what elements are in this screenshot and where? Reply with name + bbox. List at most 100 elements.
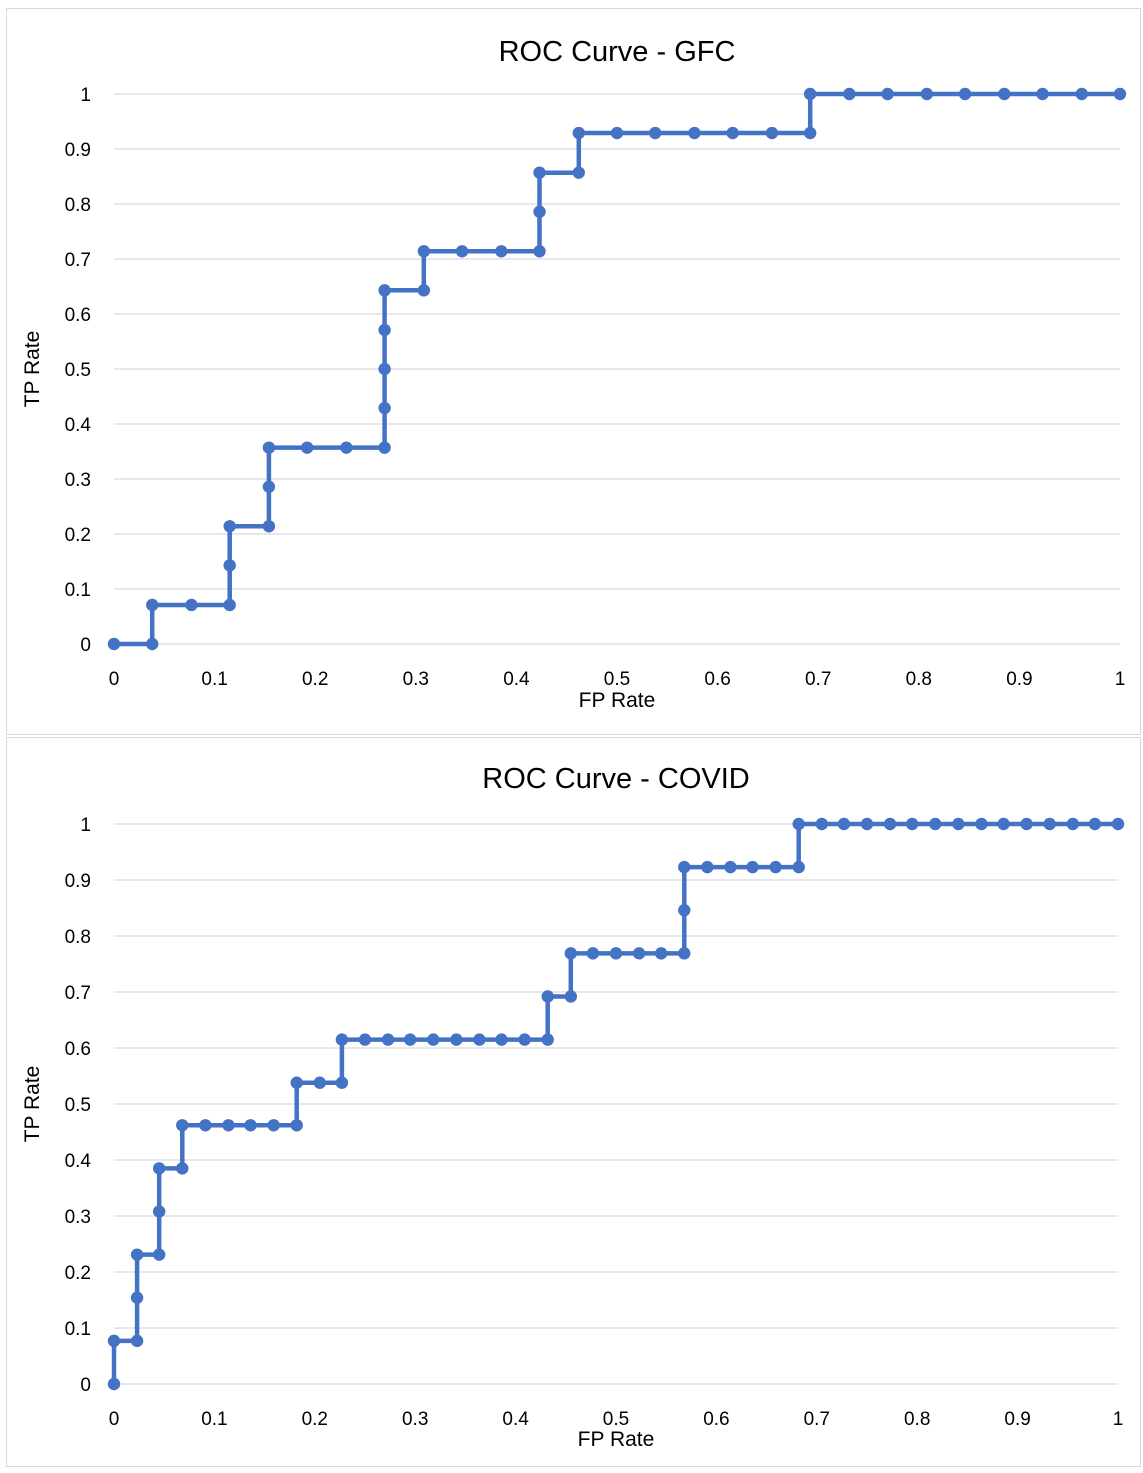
data-point	[883, 817, 897, 831]
data-point	[300, 441, 314, 454]
x-tick-label: 0.5	[603, 1409, 629, 1430]
y-tick-label: 0.9	[65, 871, 91, 892]
data-point	[905, 817, 919, 831]
x-tick-label: 0.6	[704, 669, 730, 690]
x-axis-title: FP Rate	[579, 689, 656, 712]
data-point	[632, 947, 646, 960]
y-tick-label: 0	[80, 1375, 91, 1396]
x-tick-label: 0.8	[906, 669, 932, 690]
y-tick-label: 0.5	[65, 1095, 91, 1116]
x-tick-label: 0.3	[403, 669, 429, 690]
data-point	[262, 520, 276, 533]
y-tick-label: 0.2	[65, 1263, 91, 1284]
data-point	[290, 1076, 303, 1089]
y-tick-label: 0.8	[65, 195, 91, 216]
data-point	[1020, 817, 1033, 831]
y-tick-label: 0.9	[65, 140, 91, 161]
data-point	[688, 126, 701, 140]
y-tick-label: 0.1	[65, 1319, 91, 1340]
data-point	[146, 598, 159, 612]
x-tick-label: 0	[109, 1409, 120, 1430]
data-point	[267, 1119, 280, 1132]
data-point	[792, 860, 805, 874]
data-point	[381, 1033, 395, 1046]
data-point	[564, 947, 578, 960]
chart-covid: ROC Curve - COVID 0 0.1 0.2 0.3 0.4 0.5 0.6 0.7 0…	[6, 737, 1141, 1467]
data-point	[176, 1119, 189, 1132]
roc-curve-line	[111, 821, 1121, 1387]
data-point	[152, 1205, 166, 1218]
data-point	[340, 441, 353, 454]
y-tick-label: 0.3	[65, 470, 91, 491]
y-tick-label: 0.3	[65, 1207, 91, 1228]
data-point	[378, 441, 391, 454]
data-point	[815, 817, 829, 831]
y-tick-label: 1	[80, 815, 91, 836]
data-point	[997, 817, 1010, 831]
data-point	[975, 817, 988, 831]
data-point	[1043, 817, 1056, 831]
data-point	[130, 1334, 144, 1348]
data-point	[746, 860, 759, 874]
data-point	[929, 817, 942, 831]
data-point	[222, 1119, 235, 1132]
data-point	[803, 87, 817, 101]
data-point	[654, 947, 668, 960]
x-tick-label: 0.9	[1004, 1409, 1030, 1430]
data-point	[473, 1033, 486, 1046]
y-tick-label: 0.1	[65, 580, 91, 601]
data-point	[223, 520, 236, 533]
data-point	[495, 1033, 508, 1046]
x-tick-label: 0.7	[805, 669, 831, 690]
data-point	[262, 441, 276, 454]
y-tick-label: 0.2	[65, 525, 91, 546]
y-tick-label: 0.4	[65, 1151, 92, 1172]
x-tick-label: 0.8	[904, 1409, 930, 1430]
data-point	[455, 245, 469, 258]
data-point	[313, 1076, 327, 1089]
data-point	[533, 245, 546, 258]
x-tick-label: 0.6	[703, 1409, 729, 1430]
data-point	[378, 323, 391, 337]
data-point	[176, 1162, 189, 1175]
data-point	[533, 205, 546, 218]
data-point	[1036, 87, 1049, 101]
y-tick-label: 0	[80, 635, 91, 656]
chart-title: ROC Curve - GFC	[499, 36, 736, 68]
y-tick-label: 0.6	[65, 305, 91, 326]
data-point	[564, 990, 578, 1003]
data-point	[107, 1334, 121, 1348]
data-point	[335, 1033, 349, 1046]
data-point	[378, 401, 391, 415]
data-point	[998, 87, 1011, 101]
x-tick-label: 1	[1115, 669, 1126, 690]
data-point	[335, 1076, 349, 1089]
y-tick-label: 0.7	[65, 250, 91, 271]
data-point	[1113, 87, 1127, 101]
data-point	[572, 126, 585, 140]
x-tick-label: 0.4	[502, 1409, 529, 1430]
data-point	[185, 598, 198, 612]
x-axis-title: FP Rate	[578, 1428, 655, 1451]
x-tick-label: 0.1	[201, 669, 227, 690]
data-point	[541, 1033, 554, 1046]
data-point	[244, 1119, 257, 1132]
data-point	[586, 947, 600, 960]
data-point	[427, 1033, 440, 1046]
data-point	[378, 362, 391, 376]
y-tick-label: 0.5	[65, 360, 91, 381]
data-point	[769, 860, 782, 874]
data-point	[130, 1291, 144, 1304]
data-point	[358, 1033, 372, 1046]
data-point	[417, 245, 431, 258]
data-point	[199, 1119, 212, 1132]
data-point	[533, 166, 546, 179]
data-point	[649, 126, 662, 140]
data-point	[107, 637, 121, 651]
data-point	[152, 1162, 166, 1175]
x-tick-label: 0.7	[804, 1409, 830, 1430]
x-tick-label: 0.2	[302, 669, 328, 690]
data-point	[541, 990, 554, 1003]
roc-chart-covid-plot: ROC Curve - COVID 0 0.1 0.2 0.3 0.4 0.5 0.6 0.7 0…	[21, 763, 1125, 1451]
data-point	[678, 947, 691, 960]
